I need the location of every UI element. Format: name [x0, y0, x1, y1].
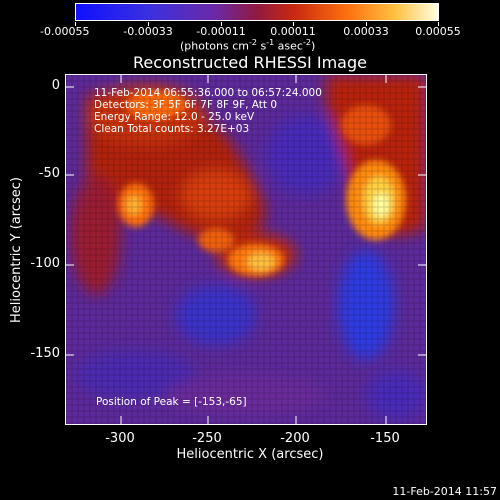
colorbar-tick: [221, 22, 222, 26]
y-axis-label: Heliocentric Y (arcsec): [9, 177, 24, 323]
x-axis-label: Heliocentric X (arcsec): [176, 447, 324, 462]
colorbar: [75, 3, 439, 21]
colorbar-tick-label: 0.00011: [270, 25, 316, 38]
colorbar-tick: [148, 22, 149, 26]
colorbar-tick-label: -0.00011: [196, 25, 246, 38]
colorbar-tick-label: 0.00055: [415, 25, 461, 38]
peak-position-label: Position of Peak = [-153,-65]: [96, 396, 247, 408]
colorbar-tick: [366, 22, 367, 26]
rhessi-image-plot: 11-Feb-2014 06:55:36.000 to 06:57:24.000…: [65, 74, 427, 425]
colorbar-tick: [293, 22, 294, 26]
plot-title: Reconstructed RHESSI Image: [133, 53, 367, 72]
x-tick-label: -150: [370, 431, 400, 446]
y-tick-label: -150: [30, 346, 60, 361]
y-tick-label: -50: [38, 166, 60, 181]
info-time-range: 11-Feb-2014 06:55:36.000 to 06:57:24.000: [94, 87, 322, 99]
colorbar-tick-label: -0.00055: [40, 25, 90, 38]
x-tick-label: -200: [280, 431, 310, 446]
x-tick-label: -250: [192, 431, 222, 446]
colorbar-gradient: [76, 4, 438, 20]
info-total-counts: Clean Total counts: 3.27E+03: [94, 123, 250, 135]
info-detectors: Detectors: 3F 5F 6F 7F 8F 9F, Att 0: [94, 99, 278, 111]
x-tick-label: -300: [105, 431, 135, 446]
info-energy-range: Energy Range: 12.0 - 25.0 keV: [94, 111, 255, 123]
colorbar-tick: [75, 22, 76, 26]
colorbar-tick-label: -0.00033: [123, 25, 173, 38]
colorbar-tick-label: 0.00033: [343, 25, 389, 38]
axis-ticks: [66, 75, 426, 424]
reconstructed-image: [66, 75, 426, 424]
footer-timestamp: 11-Feb-2014 11:57: [392, 485, 497, 498]
colorbar-tick: [438, 22, 439, 26]
y-tick-label: -100: [30, 256, 60, 271]
colorbar-units: (photons cm-2 s-1 asec-2): [180, 38, 316, 53]
y-tick-label: 0: [51, 78, 60, 93]
